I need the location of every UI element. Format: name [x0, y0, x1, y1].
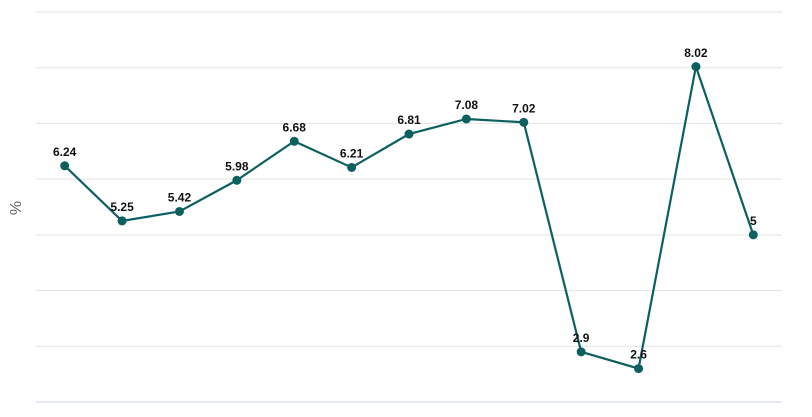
data-label: 5.98 [225, 159, 249, 173]
point [60, 161, 70, 171]
point [174, 206, 184, 216]
data-label: 2.6 [630, 348, 647, 362]
data-label: 2.9 [573, 331, 590, 345]
point [347, 162, 357, 172]
data-label: 6.21 [340, 147, 364, 161]
point [748, 230, 758, 240]
line [63, 62, 755, 370]
data-label: 6.68 [283, 120, 307, 134]
data-label: 6.81 [397, 113, 421, 127]
data-label: 5.25 [110, 200, 134, 214]
point [691, 62, 701, 72]
point [117, 216, 127, 226]
data-label: 5.42 [168, 191, 192, 205]
point [461, 114, 471, 124]
y-axis-label: % [8, 201, 25, 215]
point [289, 136, 299, 146]
point [232, 175, 242, 185]
point [519, 117, 529, 127]
point [576, 347, 586, 357]
data-label: 7.02 [512, 101, 536, 115]
data-label: 8.02 [684, 46, 708, 60]
data-label: 5 [750, 214, 757, 228]
point [404, 129, 414, 139]
point [634, 364, 644, 374]
data-label: 7.08 [455, 98, 479, 112]
data-label: 6.24 [53, 145, 77, 159]
